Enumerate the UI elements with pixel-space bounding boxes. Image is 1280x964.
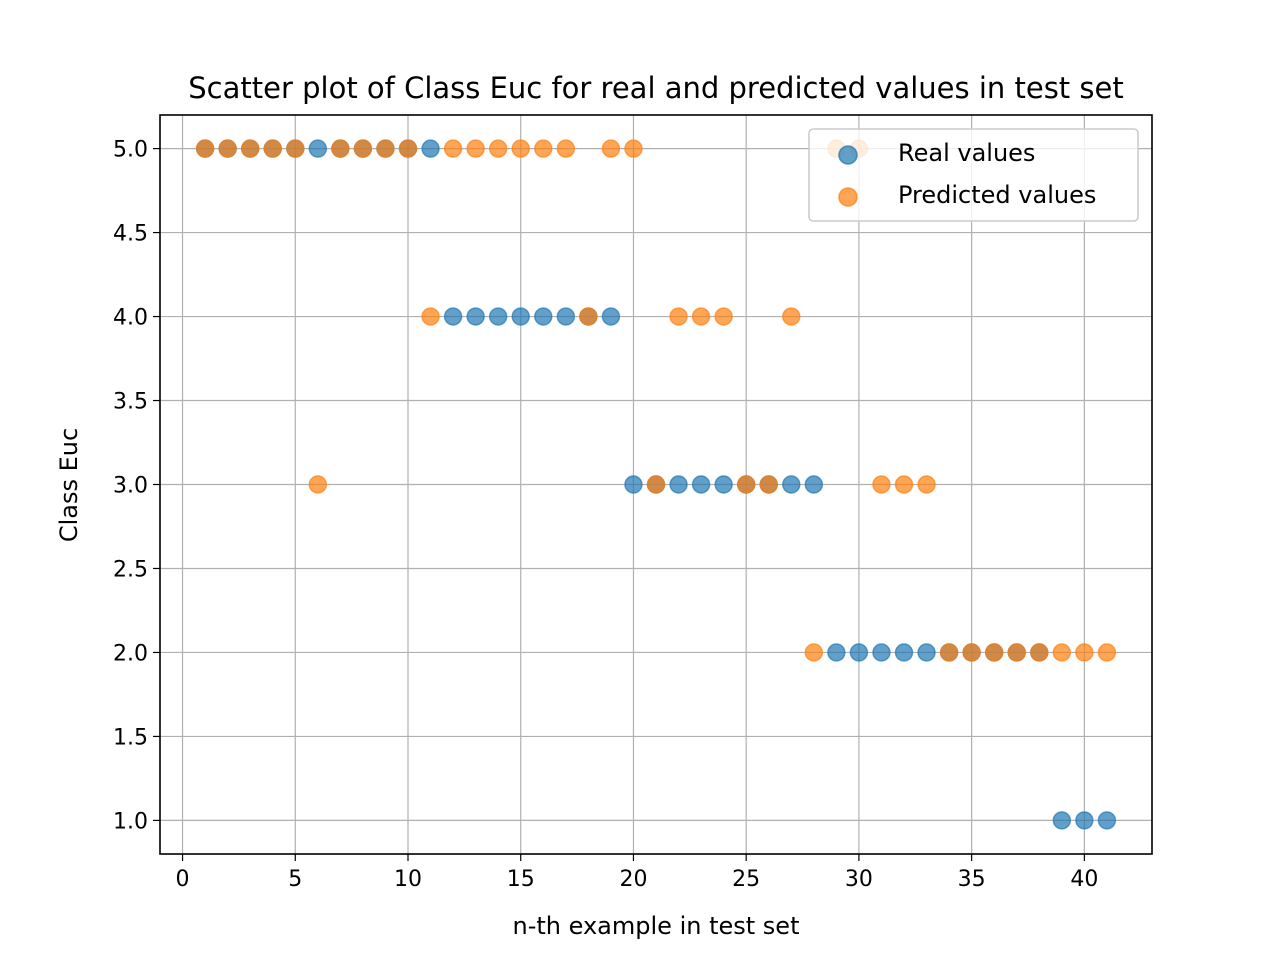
- predicted-value-point: [1030, 643, 1049, 662]
- real-value-point: [894, 643, 914, 662]
- y-tick-label: 4.0: [113, 306, 148, 331]
- predicted-value-point: [984, 643, 1004, 662]
- y-tick-label: 5.0: [113, 138, 148, 163]
- y-tick-label: 1.5: [113, 725, 148, 750]
- x-tick-label: 40: [1070, 867, 1098, 892]
- predicted-value-point: [556, 139, 576, 158]
- predicted-value-point: [736, 475, 756, 494]
- predicted-value-point: [443, 139, 463, 158]
- real-value-point: [624, 475, 643, 494]
- predicted-value-point: [263, 139, 282, 158]
- y-axis-label: Class Euc: [55, 428, 83, 542]
- chart-title: Scatter plot of Class Euc for real and p…: [188, 71, 1123, 105]
- predicted-value-point: [1052, 643, 1072, 662]
- real-value-point: [714, 475, 733, 494]
- x-axis-label: n-th example in test set: [513, 912, 800, 940]
- x-tick-label: 25: [732, 867, 760, 892]
- x-tick-label: 15: [507, 867, 535, 892]
- x-tick-label: 35: [958, 867, 986, 892]
- legend-marker-predicted: [838, 187, 858, 207]
- predicted-value-point: [714, 307, 733, 326]
- predicted-value-point: [917, 475, 936, 494]
- real-value-point: [421, 139, 440, 158]
- predicted-value-point: [195, 139, 215, 158]
- predicted-value-point: [353, 139, 373, 158]
- predicted-value-point: [624, 139, 643, 158]
- predicted-value-point: [579, 307, 598, 326]
- predicted-value-point: [782, 307, 801, 326]
- predicted-value-point: [1007, 643, 1026, 662]
- legend-label-real: Real values: [898, 139, 1035, 167]
- real-value-point: [1052, 811, 1072, 830]
- legend-marker-real: [838, 145, 858, 165]
- predicted-value-point: [534, 139, 553, 158]
- real-value-point: [691, 475, 711, 494]
- predicted-value-point: [240, 139, 260, 158]
- real-value-point: [849, 643, 869, 662]
- predicted-value-point: [308, 475, 328, 494]
- predicted-value-point: [511, 139, 530, 158]
- predicted-value-point: [894, 475, 914, 494]
- predicted-value-point: [1097, 643, 1117, 662]
- predicted-value-point: [962, 643, 981, 662]
- predicted-value-point: [286, 139, 305, 158]
- real-value-point: [827, 643, 846, 662]
- y-tick-label: 2.5: [113, 557, 148, 582]
- legend: Real values Predicted values: [808, 128, 1139, 222]
- x-tick-label: 30: [845, 867, 873, 892]
- real-value-point: [1097, 811, 1117, 830]
- real-value-point: [534, 307, 553, 326]
- real-value-point: [872, 643, 891, 662]
- x-tick-label: 10: [394, 867, 422, 892]
- x-tick-label: 20: [619, 867, 647, 892]
- predicted-value-point: [376, 139, 395, 158]
- predicted-value-point: [669, 307, 688, 326]
- predicted-value-point: [872, 475, 891, 494]
- axis-ticks: 0 5 10 15 20 25 30 35 40 1.0 1.5 2.0 2.5 3.0 3.5 4.0 4.5…: [113, 138, 1098, 892]
- real-value-point: [601, 307, 621, 326]
- predicted-value-point: [488, 139, 508, 158]
- predicted-value-point: [398, 139, 418, 158]
- real-value-point: [669, 475, 688, 494]
- predicted-value-point: [646, 475, 666, 494]
- y-tick-label: 2.0: [113, 641, 148, 666]
- predicted-value-point: [331, 139, 350, 158]
- predicted-value-point: [601, 139, 621, 158]
- y-tick-label: 4.5: [113, 222, 148, 247]
- real-value-point: [466, 307, 485, 326]
- real-value-point: [782, 475, 801, 494]
- real-value-point: [1075, 811, 1094, 830]
- data-points: [195, 139, 1117, 830]
- y-tick-label: 1.0: [113, 809, 148, 834]
- x-tick-label: 5: [288, 867, 302, 892]
- predicted-value-point: [939, 643, 959, 662]
- predicted-value-point: [804, 643, 824, 662]
- y-tick-label: 3.0: [113, 474, 148, 499]
- predicted-value-point: [1075, 643, 1094, 662]
- legend-box: [808, 128, 1139, 222]
- real-value-point: [511, 307, 530, 326]
- real-value-point: [804, 475, 824, 494]
- real-value-point: [443, 307, 463, 326]
- predicted-value-point: [759, 475, 778, 494]
- real-value-point: [556, 307, 576, 326]
- y-tick-label: 3.5: [113, 390, 148, 415]
- real-value-point: [488, 307, 508, 326]
- predicted-value-point: [218, 139, 237, 158]
- predicted-value-point: [421, 307, 440, 326]
- predicted-value-point: [691, 307, 711, 326]
- real-value-point: [917, 643, 936, 662]
- x-tick-label: 0: [176, 867, 190, 892]
- predicted-value-point: [466, 139, 485, 158]
- legend-label-predicted: Predicted values: [898, 181, 1096, 209]
- real-value-point: [308, 139, 328, 158]
